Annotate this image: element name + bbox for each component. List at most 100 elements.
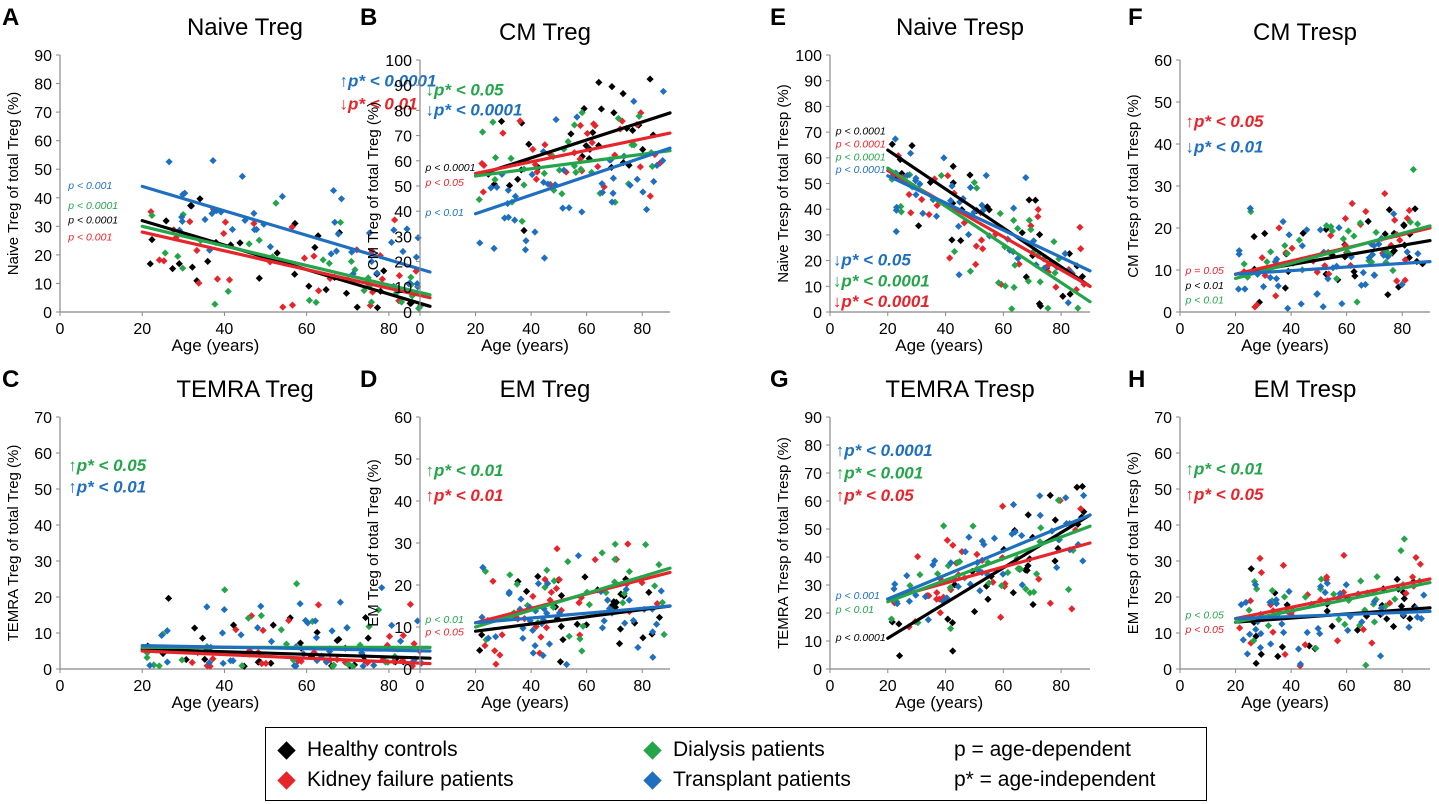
data-point: [175, 260, 183, 268]
y-tick-label: 70: [34, 410, 52, 427]
data-point: [266, 243, 274, 251]
data-point: [257, 602, 265, 610]
data-point: [516, 117, 524, 125]
y-tick-label: 30: [1154, 554, 1172, 571]
p-value-annotation: p < 0.01: [425, 614, 464, 626]
data-point: [1283, 249, 1291, 258]
data-point: [1301, 641, 1309, 649]
data-point: [301, 616, 310, 625]
data-point: [575, 599, 583, 607]
data-point: [1052, 283, 1060, 291]
x-tick-label: 80: [380, 678, 398, 695]
data-point: [288, 301, 297, 309]
data-point: [511, 192, 520, 200]
data-point: [557, 622, 565, 631]
data-point: [492, 633, 500, 641]
data-point: [1383, 615, 1391, 623]
x-tick-label: 40: [1282, 321, 1300, 338]
data-point: [888, 140, 896, 148]
data-point: [1009, 501, 1018, 509]
data-point: [634, 643, 642, 652]
data-point: [1035, 300, 1044, 308]
data-point: [1008, 305, 1016, 313]
data-point: [1234, 285, 1243, 293]
data-point: [311, 617, 319, 625]
x-tick-label: 0: [826, 678, 835, 695]
data-point: [1256, 554, 1264, 562]
y-tick-label: 20: [394, 255, 412, 272]
data-point: [591, 122, 599, 130]
data-point: [163, 658, 171, 666]
x-tick-label: 60: [994, 678, 1012, 695]
data-point: [897, 208, 905, 216]
data-point: [598, 549, 606, 557]
data-point: [478, 613, 486, 621]
data-point: [291, 219, 299, 228]
data-point: [1335, 224, 1343, 232]
data-point: [1401, 276, 1409, 284]
data-point: [645, 588, 653, 596]
data-point: [1004, 568, 1012, 577]
data-point: [397, 298, 406, 306]
y-tick-label: 80: [804, 438, 822, 455]
data-point: [990, 534, 999, 542]
data-point: [1078, 272, 1087, 281]
data-point: [583, 129, 591, 138]
y-tick-label: 60: [1154, 446, 1172, 463]
x-tick-label: 0: [416, 678, 425, 695]
data-point: [933, 201, 941, 210]
data-point: [911, 177, 920, 185]
data-point: [162, 217, 170, 225]
data-point: [1242, 598, 1250, 606]
data-point: [1062, 494, 1070, 502]
y-axis-label: CM Tresp of total Tresp (%): [1125, 94, 1142, 277]
data-point: [565, 204, 573, 212]
data-point: [887, 615, 896, 623]
data-point: [1319, 303, 1327, 311]
y-tick-label: 70: [1154, 410, 1172, 427]
data-point: [589, 128, 597, 137]
data-point: [289, 656, 297, 664]
y-tick-label: 90: [804, 74, 822, 91]
data-point: [914, 619, 922, 627]
data-point: [522, 587, 531, 595]
data-point: [1014, 224, 1022, 233]
x-tick-label: 40: [937, 321, 955, 338]
y-tick-label: 100: [795, 48, 822, 65]
data-point: [557, 592, 566, 600]
data-point: [940, 522, 948, 530]
data-point: [629, 616, 637, 625]
data-point: [611, 540, 619, 548]
trend-line-dialysis: [886, 524, 1092, 604]
data-point: [555, 166, 564, 174]
data-point: [196, 195, 204, 203]
data-point: [1044, 261, 1052, 270]
data-point: [574, 552, 583, 560]
y-tick-label: 40: [1154, 137, 1172, 154]
p-value-annotation: p < 0.0001: [67, 200, 118, 212]
data-point: [1411, 205, 1419, 213]
data-point: [1397, 547, 1405, 555]
y-tick-label: 50: [1154, 482, 1172, 499]
data-point: [1370, 618, 1379, 626]
data-point: [1328, 622, 1336, 630]
data-point: [1239, 636, 1247, 644]
data-point: [610, 109, 618, 117]
data-point: [330, 661, 338, 669]
data-point: [1281, 284, 1289, 292]
data-point: [487, 184, 495, 192]
data-point: [1029, 600, 1037, 609]
data-point: [944, 562, 952, 570]
data-point: [1375, 240, 1383, 248]
data-point: [307, 652, 316, 661]
data-point: [525, 140, 533, 148]
data-point: [403, 225, 411, 233]
data-point: [244, 614, 253, 622]
x-tick-label: 20: [879, 321, 897, 338]
data-point: [1339, 235, 1347, 243]
data-point: [1295, 236, 1303, 244]
data-point: [518, 217, 526, 225]
trend-line-transplant: [140, 184, 432, 274]
data-point: [489, 577, 497, 585]
